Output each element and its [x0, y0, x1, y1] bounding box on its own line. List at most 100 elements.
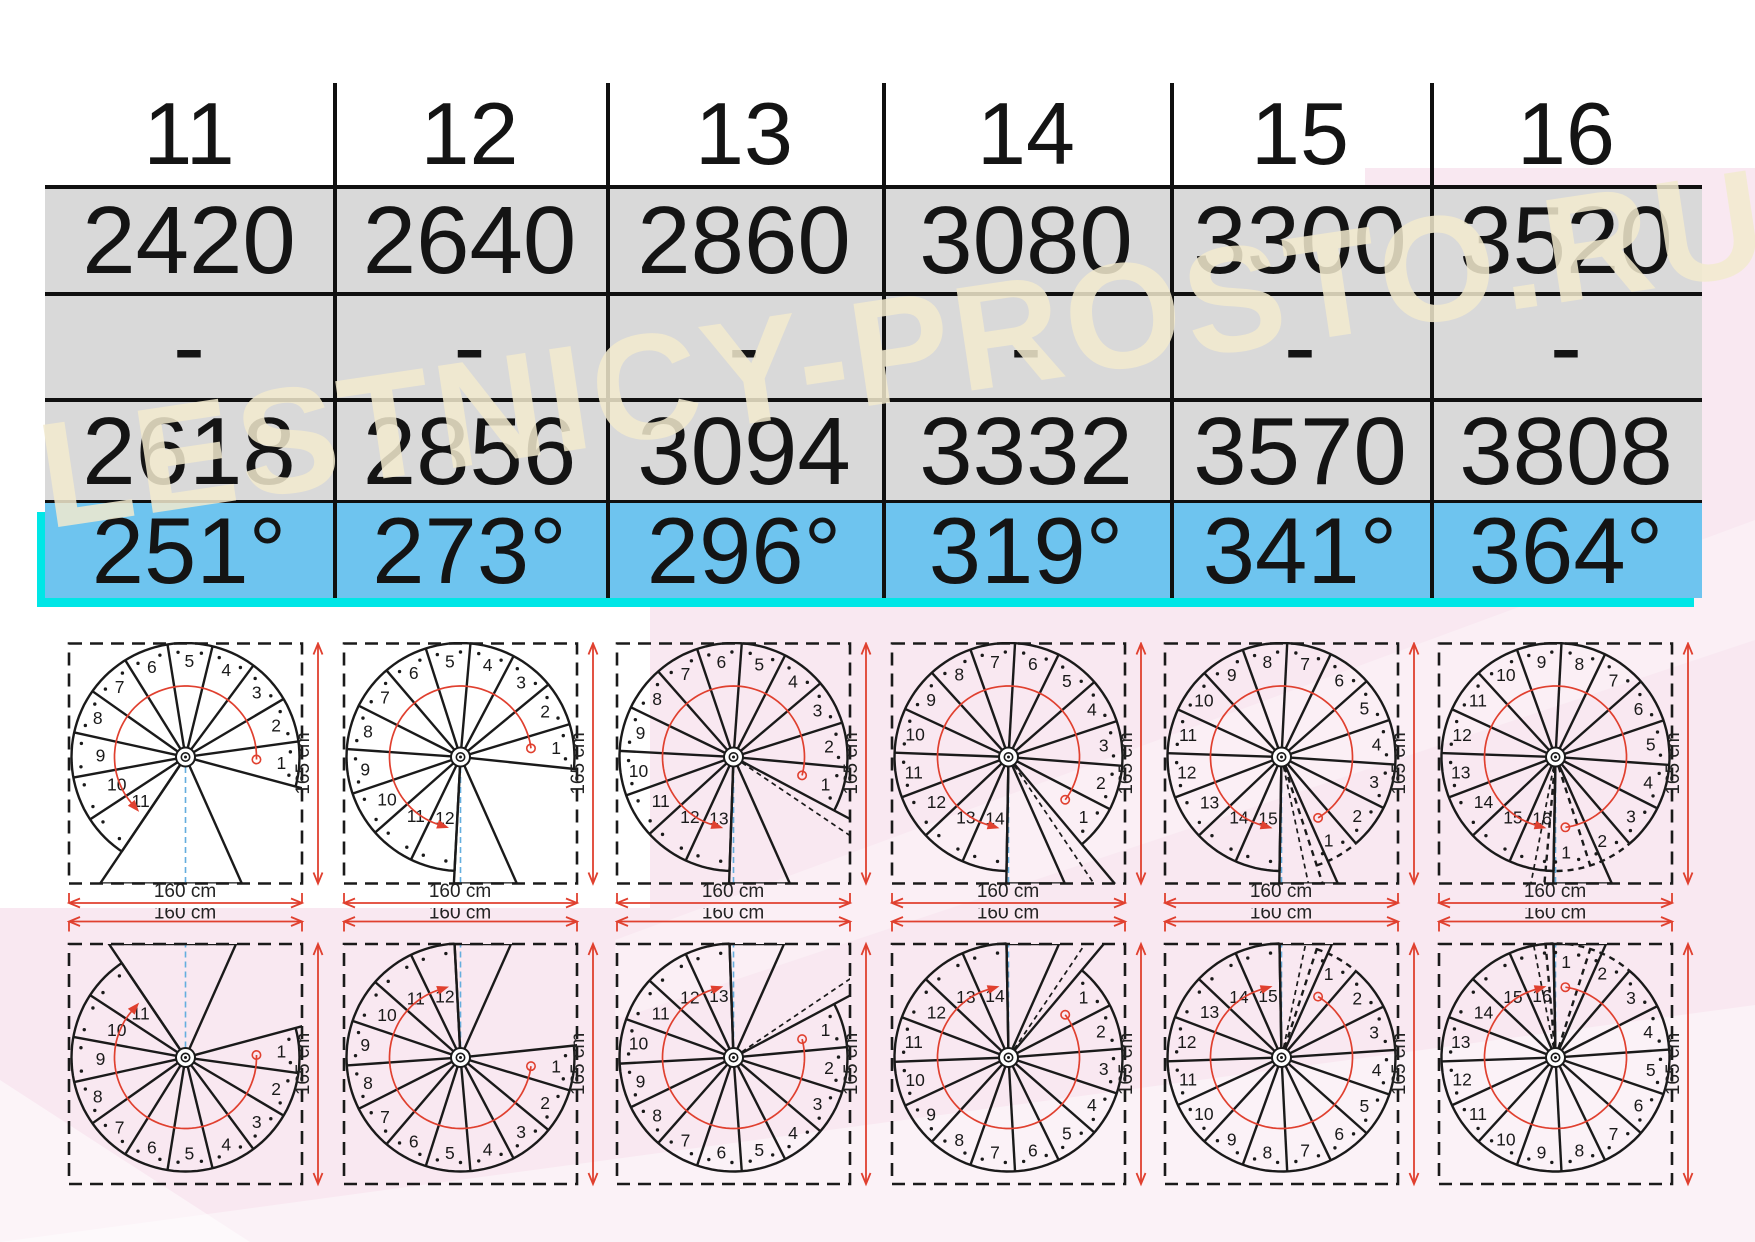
height-dimension-label: 165 cm: [293, 1033, 314, 1095]
step-edge: [193, 1061, 285, 1117]
table-vline-4: [1170, 83, 1174, 598]
rotation-arc: [388, 989, 532, 1130]
rotation-arc: [936, 988, 1081, 1130]
width-dimension-label: 160 cm: [154, 908, 216, 924]
step-edge: [1441, 1056, 1546, 1063]
cell-angle-0: 251°: [91, 498, 287, 603]
height-dimension-label: 165 cm: [1389, 1033, 1410, 1095]
step-number: 2: [824, 1058, 834, 1078]
stair-diagram-bottom-12: 1 2 3 4 5 6 7 8 9 10 11 12 160 cm 165 cm: [341, 903, 615, 1195]
step-number: 9: [636, 723, 646, 743]
step-number: 12: [1452, 725, 1471, 745]
stair-diagram-bottom-14: 1 2 3 4 5 6 7 8 9 10 11 12 13 14 160 cm 165 cm: [889, 903, 1163, 1195]
cell-2618-1: 2856: [362, 398, 577, 505]
step-number: 12: [1177, 1032, 1196, 1052]
step-edge: [1563, 1005, 1658, 1055]
width-dimension-label: 160 cm: [1524, 908, 1586, 924]
step-number: 13: [1200, 792, 1219, 812]
step-edge: [901, 759, 1000, 799]
step-edge: [684, 953, 731, 1049]
stair-rim: [70, 962, 301, 1173]
step-number: 4: [1372, 734, 1382, 754]
height-dimension-label: 165 cm: [1116, 732, 1137, 794]
step-number: 5: [754, 1140, 764, 1160]
arc-start-marker: [1313, 812, 1324, 823]
stair-rim: [1545, 942, 1631, 972]
height-dimension-label: 165 cm: [1116, 1033, 1137, 1095]
step-edge: [728, 766, 735, 871]
step-edge: [1289, 1005, 1385, 1055]
header-cell-2: 13: [695, 84, 793, 183]
step-edge: [1562, 1063, 1642, 1134]
stair-rim: [1316, 842, 1357, 867]
landing-lines: [453, 944, 577, 1058]
step-edge: [352, 1019, 452, 1056]
arc-start-marker: [251, 1050, 262, 1061]
step-edge: [1290, 718, 1390, 755]
step-number: 15: [1503, 987, 1522, 1007]
step-edge: [73, 731, 176, 757]
stair-diagram-top-13: 1 2 3 4 5 6 7 8 9 10 11 12 13 160 cm 165 cm: [614, 641, 888, 915]
step-edge: [1561, 763, 1631, 845]
step-number: 1: [821, 1020, 831, 1040]
cell-angle-3: 319°: [928, 498, 1124, 603]
step-number: 1: [1079, 988, 1089, 1008]
step-edge: [460, 643, 472, 748]
step-number: 10: [377, 790, 397, 810]
arc-start-marker: [797, 770, 808, 781]
step-number: 9: [360, 1035, 370, 1055]
step-edge: [409, 954, 458, 1050]
rotation-arc: [113, 1010, 258, 1130]
step-edge: [469, 722, 571, 756]
step-number: 15: [1503, 808, 1522, 828]
stair-rim: [618, 641, 849, 873]
step-edge: [901, 1016, 1000, 1056]
step-edge: [728, 943, 735, 1048]
rotation-arc: [1209, 685, 1354, 827]
step-edge: [195, 1057, 299, 1075]
step-edge: [424, 648, 459, 748]
step-edge: [195, 740, 299, 757]
step-edge: [619, 1056, 724, 1065]
step-edge: [1284, 1065, 1332, 1161]
stair-rim: [1440, 641, 1671, 873]
step-number: 5: [1646, 735, 1656, 755]
step-edge: [1018, 756, 1123, 767]
step-edge: [736, 654, 787, 749]
step-number: 1: [1561, 842, 1571, 862]
step-edge: [453, 943, 462, 1048]
arc-arrowhead: [127, 799, 140, 812]
rotation-arc: [1483, 685, 1628, 829]
step-number: 8: [652, 689, 662, 709]
stair-rim: [345, 641, 576, 872]
step-edge: [1284, 653, 1332, 749]
stair-rim: [1545, 842, 1631, 873]
step-edge: [894, 1056, 999, 1063]
height-dimension-label: 165 cm: [568, 732, 589, 794]
step-number: 4: [788, 672, 798, 692]
cell-2420-3: 3080: [919, 187, 1133, 294]
step-number: 13: [1451, 763, 1470, 783]
rotation-arc: [661, 685, 806, 826]
stair-diagram-top-16: 1 2 3 4 5 6 7 8 9 10 11 12 13 14 15 16 160 cm 165 cm: [1436, 641, 1710, 915]
step-edge: [467, 1062, 550, 1131]
step-number: 5: [1062, 671, 1072, 691]
step-number: 7: [380, 688, 390, 708]
step-edge: [1007, 1067, 1017, 1172]
stair-rim: [1440, 942, 1671, 1173]
step-number: 8: [93, 1086, 103, 1106]
cell-dash-1: -: [453, 293, 486, 400]
arc-start-marker: [1060, 794, 1071, 805]
height-dimension-label: 165 cm: [841, 732, 862, 794]
step-number: 9: [926, 1104, 936, 1124]
step-edge: [166, 644, 186, 748]
arc-start-marker: [797, 1034, 808, 1045]
step-edge: [733, 643, 743, 748]
step-edge: [1177, 708, 1273, 754]
step-number: 5: [445, 1143, 455, 1163]
step-number: 3: [813, 1094, 823, 1114]
step-number: 9: [926, 690, 936, 710]
step-number: 7: [1609, 670, 1619, 690]
step-edge: [1508, 765, 1553, 862]
step-number: 11: [1469, 690, 1487, 710]
